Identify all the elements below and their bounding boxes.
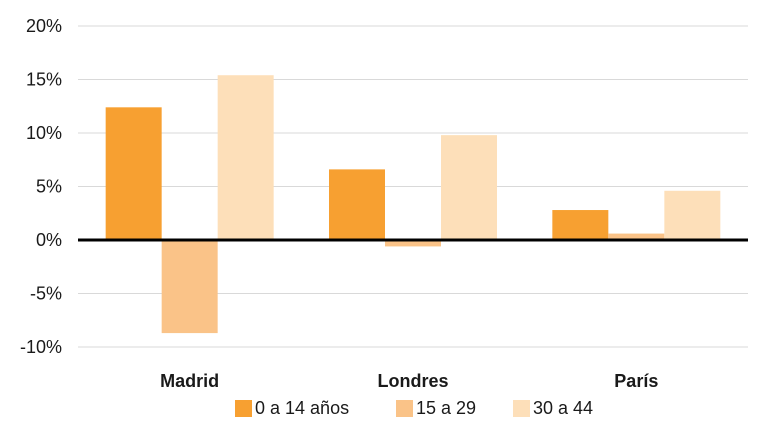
legend-swatch [235, 400, 252, 417]
bar-parís-series-1 [552, 210, 609, 240]
y-tick-label: -5% [30, 284, 62, 304]
x-tick-label: Madrid [160, 371, 219, 391]
x-tick-label: Londres [377, 371, 448, 391]
y-tick-label: 5% [36, 177, 62, 197]
bar-parís-series-2 [608, 233, 665, 240]
bar-madrid-series-1 [105, 107, 162, 240]
bar-madrid-series-3 [217, 75, 274, 240]
y-tick-label: -10% [20, 337, 62, 357]
x-axis-category-labels: Madrid Londres París [160, 371, 658, 391]
bars [105, 75, 721, 334]
y-tick-label: 0% [36, 230, 62, 250]
y-tick-label: 15% [26, 70, 62, 90]
legend-label: 30 a 44 [533, 398, 593, 418]
y-tick-label: 10% [26, 123, 62, 143]
x-tick-label: París [614, 371, 658, 391]
bar-londres-series-2 [385, 240, 441, 247]
y-axis-tick-labels: 20% 15% 10% 5% 0% -5% -10% [20, 16, 62, 357]
bar-madrid-series-2 [161, 240, 218, 334]
bar-londres-series-3 [441, 135, 497, 240]
legend-swatch [396, 400, 413, 417]
bar-parís-series-3 [664, 190, 721, 240]
legend-swatch [513, 400, 530, 417]
bar-londres-series-1 [329, 169, 385, 240]
legend: 0 a 14 años 15 a 29 30 a 44 [235, 398, 593, 418]
legend-label: 0 a 14 años [255, 398, 349, 418]
y-tick-label: 20% [26, 16, 62, 36]
legend-label: 15 a 29 [416, 398, 476, 418]
